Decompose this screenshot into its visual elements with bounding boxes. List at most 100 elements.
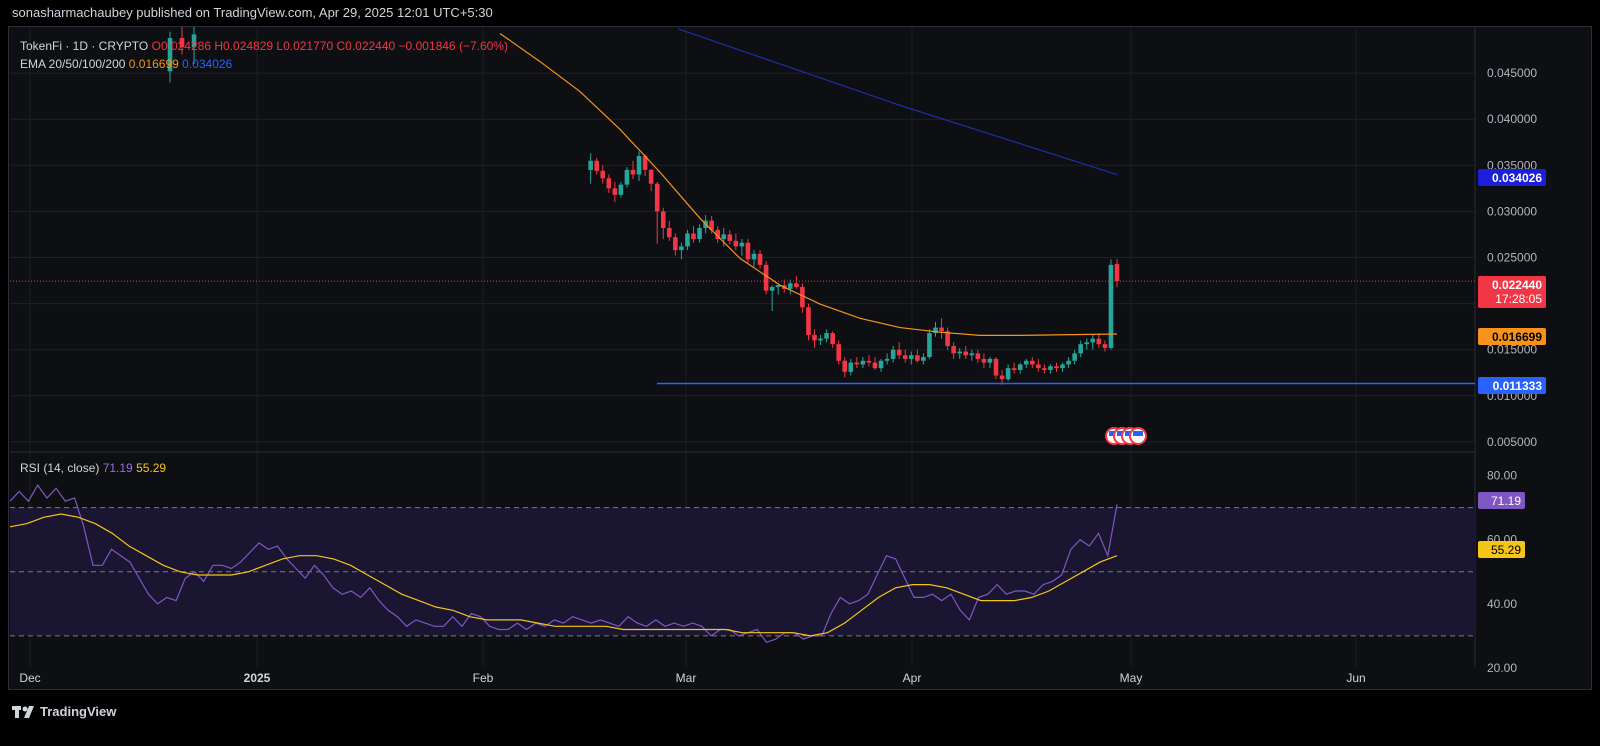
candle	[697, 224, 702, 243]
candle	[945, 327, 950, 350]
candle	[751, 250, 757, 267]
candle-body	[854, 362, 860, 365]
candle	[921, 353, 926, 365]
candle	[824, 329, 829, 343]
candle-body	[878, 360, 884, 369]
candle-body	[588, 160, 593, 170]
candle	[987, 357, 993, 369]
rsi-legend: RSI (14, close) 71.19 55.29	[20, 461, 166, 475]
candle-body	[993, 358, 999, 376]
candle	[1108, 259, 1114, 350]
candle-body	[745, 242, 751, 260]
support-badge-text: 0.011333	[1493, 379, 1543, 393]
tradingview-brand[interactable]: TradingView	[12, 704, 116, 719]
candle-body	[697, 227, 702, 240]
top-bar: sonasharmachaubey published on TradingVi…	[0, 0, 1600, 26]
candle	[1036, 358, 1041, 372]
ema50-legend-value: 0.016699	[128, 57, 179, 71]
time-tick-label: 2025	[244, 671, 271, 685]
candle	[642, 154, 648, 177]
candle-body	[667, 227, 672, 238]
candle	[654, 181, 660, 244]
candle-body	[812, 334, 817, 341]
candle	[896, 342, 902, 359]
candle-body	[167, 38, 173, 72]
price-tick-label: 0.030000	[1487, 204, 1537, 218]
high-value: H0.024829	[214, 39, 274, 53]
candle	[1048, 364, 1053, 374]
rsi-ma-badge: 55.29	[1478, 541, 1525, 558]
candle	[957, 347, 962, 359]
candle	[167, 31, 173, 83]
candle-body	[866, 360, 872, 363]
candle-body	[836, 344, 841, 361]
ema-label: EMA 20/50/100/200	[20, 57, 126, 71]
candle	[1084, 338, 1090, 350]
candle	[848, 358, 854, 376]
time-tick-label: Jun	[1346, 671, 1365, 685]
candle-body	[1017, 364, 1023, 370]
candle	[715, 226, 720, 243]
candle	[830, 331, 835, 348]
candle-body	[788, 283, 793, 289]
candle	[636, 151, 642, 181]
event-flag-icon	[1129, 427, 1147, 445]
candle	[648, 168, 654, 192]
candle	[588, 153, 593, 184]
candle-body	[872, 362, 878, 369]
candle-body	[963, 351, 969, 356]
candle-body	[709, 220, 714, 230]
candle-body	[975, 353, 981, 359]
time-tick-label: Mar	[676, 671, 697, 685]
candle	[618, 181, 624, 198]
candle-body	[600, 170, 606, 179]
candle-body	[757, 253, 763, 265]
ema50-badge-box	[1478, 328, 1546, 345]
candle	[624, 167, 630, 188]
candle	[1066, 357, 1071, 369]
price-pane	[10, 27, 1475, 445]
rsi-label: RSI (14, close)	[20, 461, 100, 475]
bottom-bar: TradingView	[0, 690, 1600, 746]
candle	[1072, 349, 1077, 365]
rsi-line	[9, 483, 1118, 644]
candle-body	[794, 283, 799, 288]
candle-body	[999, 375, 1005, 380]
candle	[745, 239, 751, 264]
candle	[1078, 340, 1083, 358]
candle	[927, 329, 932, 359]
candle-body	[624, 169, 630, 185]
candle	[763, 261, 769, 295]
published-info: sonasharmachaubey published on TradingVi…	[12, 5, 493, 20]
rsi-tick-label: 40.00	[1487, 597, 1517, 611]
price-tick-label: 0.045000	[1487, 66, 1537, 80]
price-tick-label: 0.005000	[1487, 435, 1537, 449]
candle	[685, 229, 690, 251]
candle	[794, 275, 799, 289]
change-value: −0.001846 (−7.60%)	[398, 39, 508, 53]
rsi-ma-line	[9, 513, 1118, 637]
rsi-badge-text: 71.19	[1491, 494, 1521, 508]
candle-body	[775, 285, 781, 288]
candle	[890, 346, 896, 363]
price-tick-label: 0.040000	[1487, 112, 1537, 126]
candle	[733, 233, 739, 251]
rsi-panel	[9, 483, 1475, 644]
candle-body	[1036, 364, 1041, 369]
candle-body	[848, 362, 854, 372]
open-value: O0.024286	[151, 39, 211, 53]
countdown-text: 17:28:05	[1495, 292, 1542, 306]
candle-body	[860, 360, 866, 365]
close-value: C0.022440	[336, 39, 396, 53]
candle	[842, 357, 848, 378]
candle-body	[1023, 360, 1029, 365]
candle-body	[1102, 344, 1108, 348]
time-tick-label: Dec	[19, 671, 40, 685]
candle	[866, 355, 872, 367]
brand-label: TradingView	[40, 704, 117, 719]
candle	[999, 369, 1005, 385]
candle	[606, 174, 612, 193]
candle-body	[824, 333, 829, 339]
